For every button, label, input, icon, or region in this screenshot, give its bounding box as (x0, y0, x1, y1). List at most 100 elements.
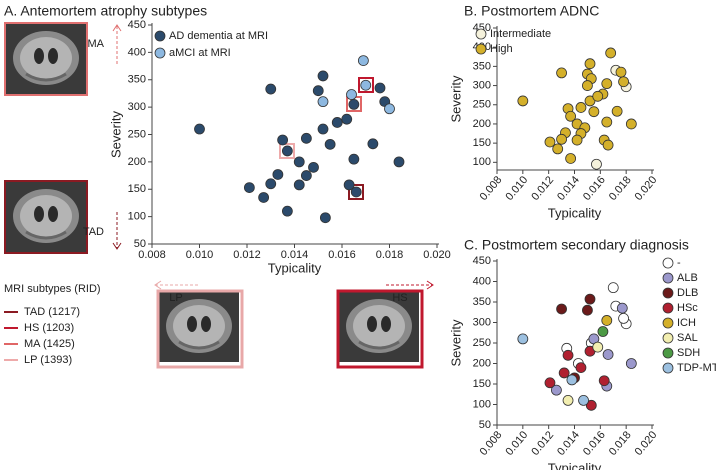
subtype-legend-label: LP (1393) (24, 354, 72, 366)
point (625, 358, 637, 369)
point (317, 96, 329, 108)
arrow-label: MA (88, 38, 105, 50)
x-tick-label: 0.010 (503, 429, 530, 458)
highlight-box (279, 143, 295, 159)
y-tick-label: 150 (128, 183, 146, 195)
point (517, 333, 529, 345)
arrow-head (426, 280, 434, 290)
legend-label: AD dementia at MRI (169, 30, 268, 42)
point (317, 70, 329, 82)
subtype-legend-label: MA (1425) (24, 338, 75, 350)
x-tick-label: 0.016 (581, 174, 608, 203)
legend-marker (662, 332, 674, 344)
point (566, 374, 578, 386)
y-tick-label: 300 (473, 316, 491, 328)
point (598, 375, 610, 387)
point (578, 394, 589, 406)
y-tick-label: 300 (473, 79, 491, 91)
subtype-legend-title: MRI subtypes (RID) (4, 283, 101, 295)
point (588, 106, 600, 118)
legend-marker (154, 30, 166, 42)
y-tick-label: 350 (473, 60, 491, 72)
point (243, 182, 255, 194)
point (582, 304, 593, 316)
x-tick-label: 0.012 (233, 249, 261, 261)
y-axis-label: Severity (448, 75, 463, 122)
y-tick-label: 400 (473, 275, 491, 287)
legend-marker (662, 347, 674, 359)
legend-label: DLB (677, 287, 698, 299)
legend-label: Intermediate (490, 28, 551, 40)
point (341, 113, 353, 125)
point (615, 66, 627, 78)
point (552, 143, 564, 155)
x-tick-label: 0.020 (633, 174, 660, 203)
point (607, 282, 619, 294)
point (575, 362, 587, 374)
x-tick-label: 0.014 (281, 249, 309, 261)
point (374, 82, 386, 94)
y-tick-label: 100 (473, 156, 491, 168)
point (592, 90, 604, 102)
x-tick-label: 0.012 (529, 174, 556, 203)
y-tick-label: 100 (473, 398, 491, 410)
y-tick-label: 200 (473, 118, 491, 130)
point (601, 315, 613, 326)
y-tick-label: 350 (128, 74, 146, 86)
x-axis-label: Typicality (268, 260, 322, 275)
point (601, 116, 613, 128)
y-tick-label: 250 (128, 128, 146, 140)
y-tick-label: 350 (473, 296, 491, 308)
legend-label: High (490, 43, 513, 55)
highlight-box (348, 184, 364, 200)
y-tick-label: 200 (128, 156, 146, 168)
point (562, 349, 574, 361)
point (585, 399, 597, 411)
legend-marker (662, 302, 674, 314)
point (258, 192, 270, 203)
legend-marker (662, 257, 674, 269)
x-tick-label: 0.018 (607, 174, 634, 203)
point (571, 134, 583, 146)
arrow-label: TAD (83, 226, 104, 238)
point (625, 118, 637, 130)
x-tick-label: 0.016 (328, 249, 356, 261)
point (602, 139, 614, 151)
point (277, 134, 289, 146)
point (293, 156, 305, 168)
point (575, 102, 587, 113)
legend-marker (154, 47, 166, 59)
point (384, 103, 395, 115)
arrow-label: HS (392, 292, 407, 304)
point (591, 158, 602, 170)
x-axis-label: Typicality (548, 460, 602, 470)
x-tick-label: 0.018 (376, 249, 404, 261)
point (194, 123, 205, 135)
arrow-label: LP (169, 292, 182, 304)
x-tick-label: 0.018 (607, 429, 634, 458)
point (346, 89, 357, 100)
legend-label: ALB (677, 272, 698, 284)
legend-marker (475, 43, 487, 55)
legend-marker (662, 287, 674, 299)
x-axis-label: Typicality (548, 205, 602, 220)
panel-title: C. Postmortem secondary diagnosis (464, 237, 689, 253)
point (556, 67, 567, 79)
point (611, 105, 623, 117)
point (551, 384, 562, 396)
point (618, 312, 629, 324)
point (350, 186, 362, 198)
point (331, 117, 343, 128)
x-tick-label: 0.020 (633, 429, 660, 458)
y-axis-label: Severity (448, 319, 463, 366)
point (618, 76, 629, 88)
point (597, 326, 609, 337)
point (281, 205, 293, 217)
point (565, 153, 577, 164)
subtype-legend-label: TAD (1217) (24, 306, 80, 318)
y-tick-label: 400 (128, 46, 146, 58)
y-tick-label: 250 (473, 337, 491, 349)
point (565, 110, 577, 122)
point (584, 293, 596, 305)
point (308, 161, 319, 173)
